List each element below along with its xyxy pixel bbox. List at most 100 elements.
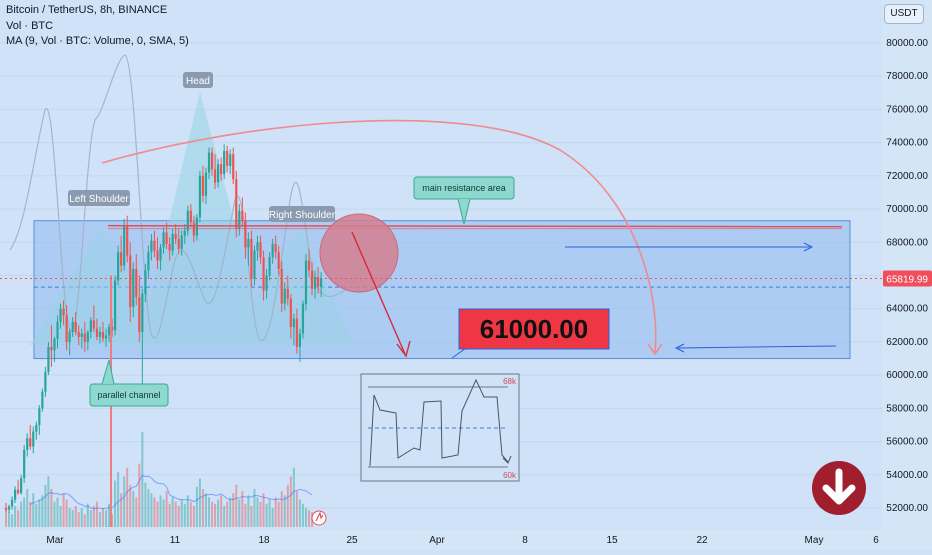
- volume-bar: [17, 510, 20, 527]
- volume-bar: [86, 503, 89, 527]
- candle-body: [89, 320, 92, 332]
- target-box: [458, 308, 610, 350]
- resistance-callout-label: main resistance area: [422, 183, 506, 193]
- candle-body: [50, 346, 53, 351]
- time-axis-panel: [0, 530, 932, 550]
- candle-body: [213, 169, 217, 183]
- candle-body: [229, 154, 232, 166]
- y-tick-label: 60000.00: [886, 370, 928, 381]
- x-tick-label: 25: [346, 535, 358, 546]
- volume-bar: [259, 501, 262, 527]
- replay-icon[interactable]: [311, 510, 327, 526]
- volume-bar: [14, 505, 17, 527]
- volume-bar: [95, 501, 98, 527]
- candle-body: [217, 164, 220, 183]
- volume-bar: [283, 495, 286, 527]
- right-shoulder-label-bg: [269, 206, 335, 222]
- volume-bar: [89, 510, 92, 527]
- x-tick-label: 6: [115, 535, 121, 546]
- volume-bar: [120, 493, 123, 527]
- candle-body: [204, 172, 208, 196]
- volume-bar: [71, 510, 74, 527]
- volume-bar: [53, 501, 56, 527]
- left-shoulder-label-bg: [68, 190, 130, 206]
- volume-bar: [108, 503, 111, 527]
- candle-body: [247, 238, 250, 248]
- ma-legend[interactable]: MA (9, Vol · BTC: Volume, 0, SMA, 5): [6, 35, 189, 47]
- left-shoulder-label: Left Shoulder: [69, 194, 129, 205]
- volume-bar: [271, 508, 274, 527]
- x-tick-label: May: [805, 535, 824, 546]
- candle-body: [156, 250, 159, 261]
- inset-line: [369, 378, 509, 467]
- volume-bar: [204, 493, 207, 527]
- candle-body: [189, 210, 192, 223]
- candle-body: [301, 303, 305, 334]
- volatility-outline: [9, 54, 346, 342]
- volume-bar: [211, 501, 214, 527]
- volume-bar: [241, 491, 244, 527]
- candle-body: [44, 371, 47, 392]
- volume-bar: [253, 489, 256, 527]
- volume-bar: [135, 497, 138, 527]
- volume-bar: [29, 501, 32, 527]
- candle-body: [177, 238, 180, 249]
- candle-body: [165, 232, 168, 244]
- volume-bar: [23, 497, 26, 527]
- candle-body: [150, 240, 153, 253]
- candle-body: [198, 175, 202, 218]
- candle-body: [71, 322, 74, 332]
- arc-arrowhead: [647, 343, 663, 356]
- x-tick-label: Mar: [46, 535, 64, 546]
- candle-body: [295, 318, 298, 347]
- y-tick-label: 52000.00: [886, 503, 928, 514]
- y-tick-label: 62000.00: [886, 337, 928, 348]
- volume-bar: [38, 499, 41, 527]
- volume-bar: [223, 505, 226, 527]
- candle-body: [129, 255, 132, 308]
- volume-bar: [47, 476, 50, 527]
- volume-bar: [150, 493, 153, 527]
- volume-bar: [195, 486, 198, 527]
- candle-body: [123, 225, 126, 266]
- candle-body: [107, 326, 111, 336]
- candle-body: [241, 210, 244, 221]
- candle-body: [262, 257, 265, 291]
- volume-bar: [35, 503, 38, 527]
- candle-body: [174, 233, 177, 239]
- volume-bar: [265, 503, 268, 527]
- candle-body: [238, 210, 241, 229]
- volume-bar: [147, 489, 150, 527]
- volume-bar: [292, 467, 295, 527]
- symbol-legend[interactable]: Bitcoin / TetherUS, 8h, BINANCE: [6, 4, 168, 16]
- candle-body: [180, 235, 183, 249]
- candle-body: [117, 252, 120, 281]
- volume-bar: [77, 512, 80, 527]
- candle-body: [310, 270, 314, 289]
- candle-body: [83, 333, 86, 342]
- volume-bar: [68, 508, 71, 527]
- candle-body: [110, 326, 114, 331]
- volume-bar: [114, 480, 117, 527]
- x-tick-label: 8: [522, 535, 528, 546]
- volume-bar: [226, 501, 229, 527]
- x-tick-label: Apr: [429, 535, 445, 546]
- candle-body: [268, 257, 271, 276]
- currency-button[interactable]: USDT: [884, 4, 924, 24]
- volume-bar: [250, 505, 253, 527]
- candle-body: [316, 277, 320, 288]
- target-value: 61000.00: [480, 314, 588, 344]
- blue-arrow-left-line: [677, 345, 837, 349]
- volume-bar: [238, 499, 241, 527]
- volume-bar: [20, 501, 23, 527]
- volume-bar: [50, 489, 53, 527]
- volume-legend[interactable]: Vol · BTC: [6, 20, 54, 32]
- volume-bar: [129, 484, 132, 527]
- candle-body: [271, 243, 274, 258]
- down-arrow-line: [351, 231, 406, 355]
- x-tick-label: 22: [696, 535, 708, 546]
- volume-bar: [304, 508, 307, 527]
- volume-bar: [101, 508, 104, 527]
